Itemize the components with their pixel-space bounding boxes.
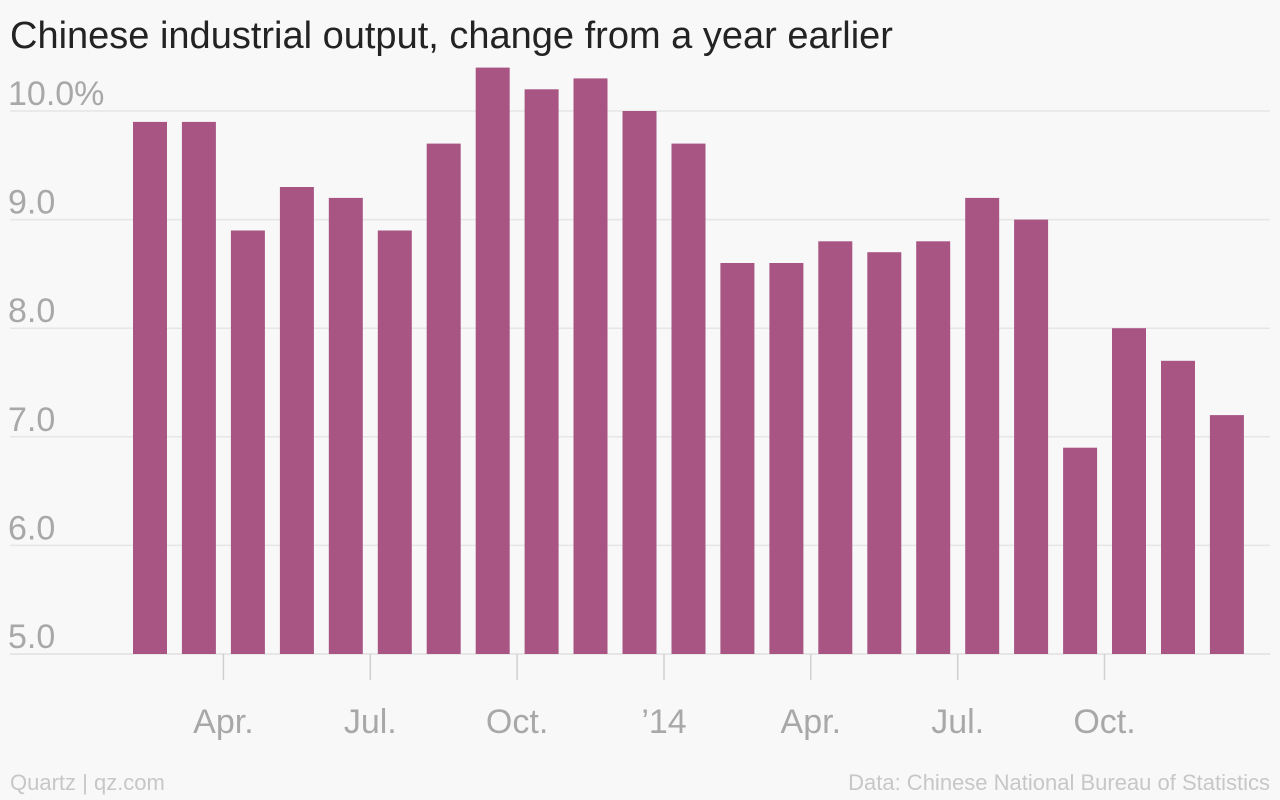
x-tick-label: Jul. [344,703,397,741]
y-tick-label: 6.0 [8,509,55,547]
bar [1112,328,1146,654]
bar [671,143,706,654]
bar [181,121,216,654]
bar [573,78,608,654]
x-tick-label: Jul. [931,703,984,741]
x-axis-ticks: Apr. Jul. Oct. ’14 Apr. Jul. Oct. [193,654,1136,741]
x-tick-label: Oct. [486,703,548,741]
y-tick-label: 7.0 [8,401,55,439]
bar [720,263,755,654]
y-tick-label: 8.0 [8,292,55,330]
bar [328,197,363,654]
bar [426,143,461,654]
bar [622,111,657,654]
bar [377,230,412,654]
bar [769,263,804,654]
bar [230,230,265,654]
footer-source-left: Quartz | qz.com [10,770,165,795]
bar [1063,447,1098,654]
chart-title: Chinese industrial output, change from a… [10,15,893,57]
x-tick-label: Oct. [1073,703,1135,741]
bar [1014,219,1049,654]
bar [916,241,951,655]
bar [1161,360,1195,654]
bar [475,67,510,655]
bar [965,197,1000,654]
bar [279,187,314,654]
x-tick-label: Apr. [781,703,841,741]
x-tick-label: Apr. [193,703,253,741]
footer-source-right: Data: Chinese National Bureau of Statist… [848,770,1270,795]
bar [1209,415,1244,654]
y-tick-label: 5.0 [8,618,55,656]
bars [133,67,1244,655]
x-tick-label: ’14 [641,703,686,741]
bar [867,252,902,654]
y-tick-label: 10.0% [8,75,104,113]
y-tick-label: 9.0 [8,184,55,222]
bar [818,241,853,655]
y-axis-tick-labels: 5.0 6.0 7.0 8.0 9.0 10.0% [8,75,104,656]
bar [133,121,167,654]
bar [524,89,559,655]
